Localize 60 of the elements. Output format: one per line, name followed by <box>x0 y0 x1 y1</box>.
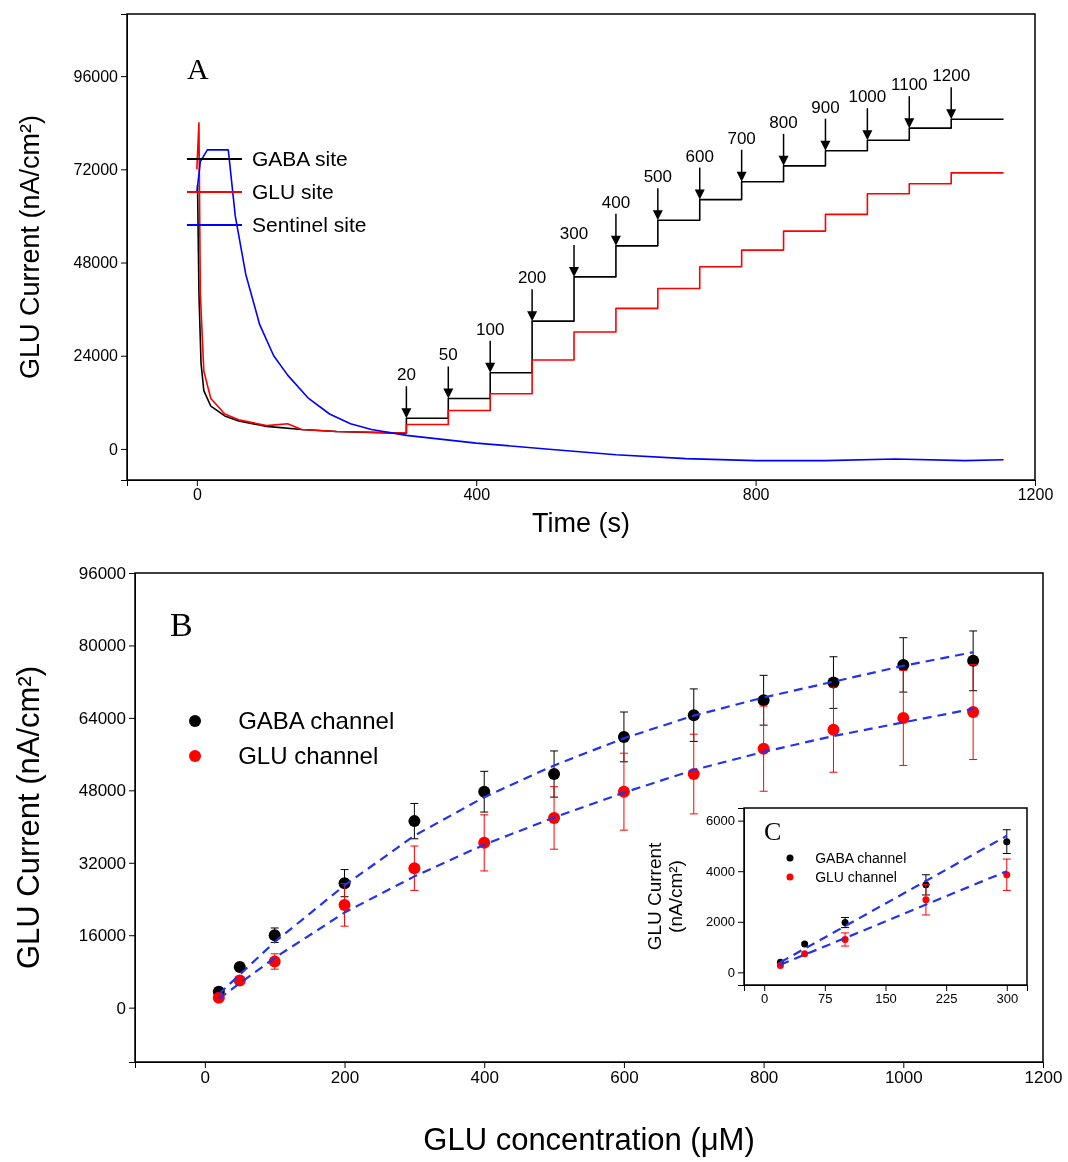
annotation: 700 <box>727 128 756 148</box>
y-tick-label: 48000 <box>78 781 126 801</box>
annotation: 300 <box>559 223 589 243</box>
annotation: 500 <box>643 167 673 187</box>
x-tick-label: 400 <box>470 1068 499 1088</box>
x-tick-label: 1200 <box>1024 1068 1063 1088</box>
annotation: 200 <box>517 268 547 288</box>
x-tick-label: 400 <box>463 486 491 504</box>
x-tick-label: 1000 <box>884 1068 923 1088</box>
text: A <box>187 52 209 85</box>
x-tick-label: 800 <box>749 1068 779 1088</box>
legend-label: GABA channel <box>238 707 395 735</box>
legend-label: GABA channel <box>815 849 907 866</box>
legend-label: GABA site <box>252 147 348 171</box>
legend-label: GLU channel <box>238 742 379 770</box>
annotation: 900 <box>811 97 840 117</box>
y-axis-title: GLU Current (nA/cm²) <box>15 114 46 380</box>
y-tick-label: 6000 <box>706 813 735 829</box>
annotation: 50 <box>438 345 458 365</box>
x-tick-label: 150 <box>875 991 897 1007</box>
x-tick-label: 0 <box>192 486 202 504</box>
y-tick-label: 0 <box>109 440 119 458</box>
x-tick-label: 800 <box>742 486 770 504</box>
y-tick-label: 64000 <box>78 708 126 728</box>
legend-label: Sentinel site <box>252 213 367 237</box>
annotation: 600 <box>685 146 714 166</box>
legend-label: GLU site <box>252 180 334 204</box>
annotation: 100 <box>476 319 505 339</box>
legend-label: GLU channel <box>815 868 897 885</box>
annotation: 800 <box>769 112 798 132</box>
y-tick-label: 32000 <box>78 853 126 873</box>
y-axis-title: GLU Current (nA/cm²) <box>644 841 687 951</box>
x-tick-label: 300 <box>996 991 1019 1007</box>
y-tick-label: 24000 <box>73 347 119 365</box>
x-tick-label: 75 <box>818 991 833 1007</box>
chart-title: C <box>764 817 782 846</box>
y-tick-label: 80000 <box>78 636 126 656</box>
x-tick-label: 0 <box>761 991 769 1007</box>
x-tick-label: 0 <box>200 1068 211 1088</box>
x-axis-title: Time (s) <box>532 508 630 538</box>
y-tick-label: 16000 <box>78 926 126 946</box>
x-tick-label: 225 <box>935 991 958 1007</box>
x-tick-label: 200 <box>330 1068 360 1088</box>
y-tick-label: 72000 <box>73 160 119 178</box>
text: B <box>170 606 193 643</box>
y-tick-label: 48000 <box>73 254 119 272</box>
x-tick-label: 600 <box>610 1068 639 1088</box>
annotation: 400 <box>601 192 631 212</box>
y-tick-label: 96000 <box>73 67 119 85</box>
y-tick-label: 4000 <box>706 863 735 879</box>
y-tick-label: 0 <box>727 965 735 981</box>
annotation: 20 <box>396 365 416 385</box>
annotation: 1000 <box>848 87 887 107</box>
y-tick-label: 96000 <box>78 563 126 583</box>
y-axis-title: GLU Current (nA/cm²) <box>10 665 46 970</box>
annotation: 1200 <box>932 66 971 86</box>
x-axis-title: GLU concentration (μM) <box>423 1122 755 1157</box>
x-tick-label: 1200 <box>1017 486 1054 504</box>
y-tick-label: 2000 <box>706 914 735 930</box>
annotation: 1100 <box>891 75 928 95</box>
